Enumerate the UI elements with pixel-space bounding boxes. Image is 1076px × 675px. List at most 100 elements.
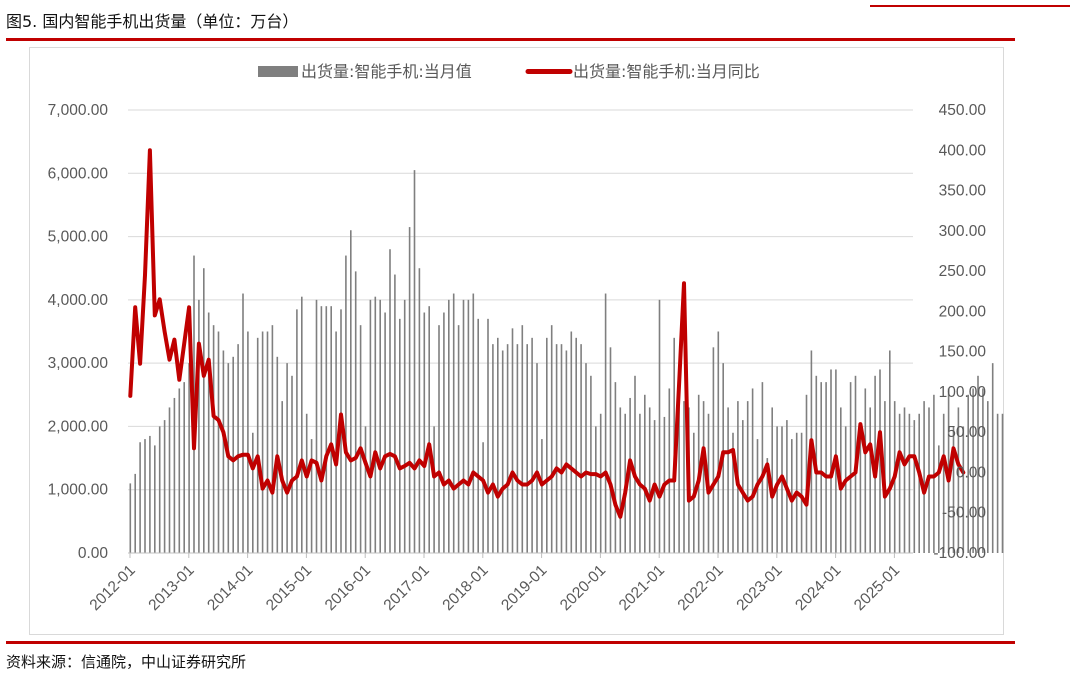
bar (825, 382, 827, 553)
bar (291, 375, 293, 553)
bar (163, 420, 166, 553)
bar (864, 388, 867, 553)
yoy-line (128, 148, 966, 519)
bar (374, 296, 377, 553)
y-right-tick-label: 50.00 (947, 424, 986, 441)
bar (590, 375, 592, 553)
y-right-tick-label: 450.00 (939, 102, 987, 119)
bar (158, 426, 161, 553)
bar (296, 309, 298, 553)
bar (982, 388, 984, 553)
bar (952, 426, 955, 553)
y-axis-right: -100.00 -50.00 0.00 50.00 100.00 150.00 200.00… (933, 102, 986, 562)
bar (310, 439, 313, 553)
bar (477, 318, 479, 553)
bar-series (129, 170, 1004, 554)
y-right-tick-label: -50.00 (942, 505, 986, 522)
bar (732, 432, 734, 553)
bar (678, 382, 680, 553)
bar (247, 331, 249, 553)
bar (472, 293, 475, 553)
bar (403, 299, 406, 553)
bar (879, 369, 881, 553)
bar (913, 420, 916, 553)
bar (389, 249, 391, 553)
bar (212, 325, 215, 553)
bar (619, 407, 622, 553)
x-tick-label: 2023-01 (733, 562, 785, 614)
x-tick-label: 2017-01 (381, 562, 433, 614)
bar (511, 328, 514, 553)
bar (217, 331, 220, 553)
bar (423, 312, 426, 553)
bar (178, 388, 181, 553)
bar (521, 325, 524, 553)
bar (531, 337, 533, 553)
x-tick-label: 2015-01 (263, 562, 315, 614)
x-tick-label: 2016-01 (322, 562, 374, 614)
bar (938, 445, 940, 553)
bar (644, 394, 646, 553)
bar (859, 426, 862, 553)
y-right-tick-label: 0.00 (956, 464, 987, 481)
bar (384, 312, 386, 553)
bar (399, 318, 401, 553)
bar (237, 344, 239, 553)
bar (315, 299, 318, 553)
bar (364, 426, 367, 553)
x-tick-label: 2024-01 (792, 562, 844, 614)
bar (820, 382, 822, 553)
bar (526, 344, 528, 553)
bar (942, 413, 945, 553)
legend-bar-swatch (258, 66, 298, 77)
bar (546, 337, 548, 553)
bar (188, 363, 190, 553)
bar (585, 363, 587, 553)
bar (702, 401, 705, 553)
bar (242, 293, 244, 553)
x-axis: 2012-01 2013-01 2014-01 2015-01 2016-01 2017-… (87, 552, 913, 614)
bar (580, 344, 582, 553)
bar (599, 413, 602, 553)
legend-bar-label: 出货量:智能手机:当月值 (301, 62, 472, 81)
bar (516, 344, 519, 553)
bar (428, 306, 430, 553)
bar (565, 350, 568, 553)
y-right-tick-label: 350.00 (939, 183, 987, 200)
gridlines (128, 109, 913, 554)
bar (467, 299, 470, 553)
bar (207, 312, 210, 553)
x-tick-label: 2013-01 (145, 562, 197, 614)
bar (418, 268, 421, 553)
bar (149, 435, 151, 553)
y-right-tick-label: 250.00 (939, 263, 987, 280)
bar (742, 420, 744, 553)
bar (452, 293, 455, 553)
bar (560, 344, 563, 553)
bar (717, 331, 720, 553)
bar (134, 473, 136, 553)
bar (487, 318, 489, 553)
bar (869, 407, 871, 553)
y-left-tick-label: 7,000.00 (48, 102, 109, 119)
bar (501, 350, 504, 553)
bar (173, 397, 176, 553)
bar (497, 337, 499, 553)
bar (301, 296, 303, 553)
bar (448, 299, 450, 553)
chart-frame (29, 47, 1004, 635)
bar (252, 432, 254, 553)
bar (369, 299, 372, 553)
bar (634, 375, 636, 553)
y-left-tick-label: 0.00 (78, 545, 109, 562)
y-right-tick-label: 100.00 (939, 384, 987, 401)
bar (129, 483, 132, 553)
bar (536, 363, 538, 553)
bar (614, 382, 617, 553)
bar (330, 306, 332, 553)
x-tick-label: 2025-01 (851, 562, 903, 614)
bar (756, 439, 759, 553)
legend: 出货量:智能手机:当月值 出货量:智能手机:当月同比 (258, 62, 760, 81)
bar (350, 230, 352, 553)
